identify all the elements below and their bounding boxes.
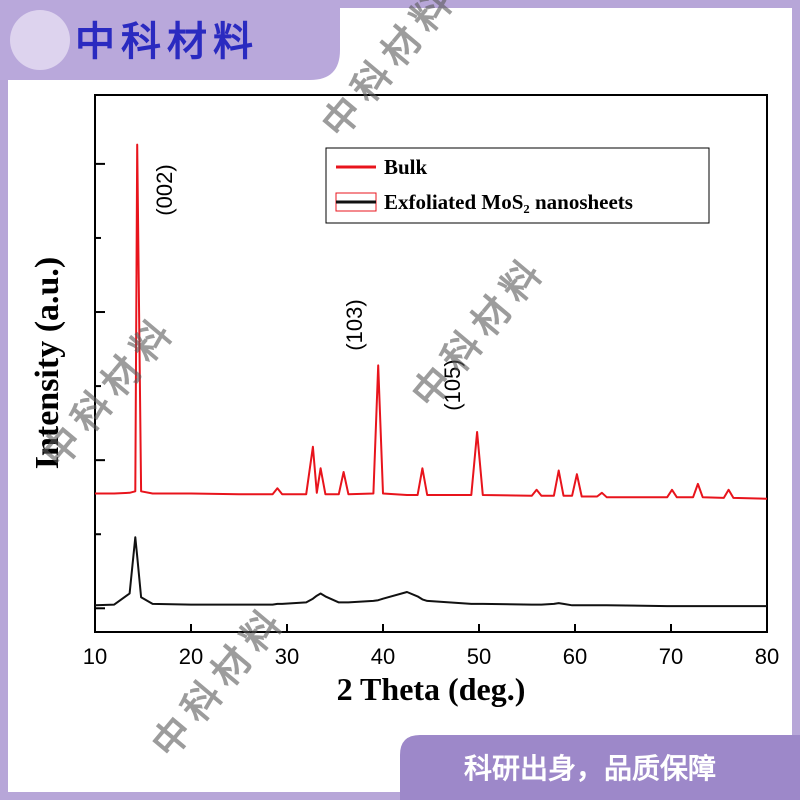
x-tick-label: 80 [755, 644, 779, 669]
brand-banner [0, 0, 340, 80]
peak-annotation: (105) [440, 359, 465, 410]
peak-annotation: (103) [342, 299, 367, 350]
x-tick-label: 70 [659, 644, 683, 669]
series-line [94, 536, 767, 608]
x-tick-label: 30 [275, 644, 299, 669]
plot-frame [94, 94, 768, 633]
x-axis-label: 2 Theta (deg.) [337, 671, 526, 707]
legend: Bulk Exfoliated MoS₂ nanosheets [325, 147, 710, 224]
brand-logo [10, 10, 70, 70]
x-tick-label: 60 [563, 644, 587, 669]
y-axis-label: Intensity (a.u.) [29, 257, 66, 470]
legend-label: Bulk [384, 155, 428, 179]
peak-annotation: (002) [152, 164, 177, 215]
legend-box [325, 147, 710, 224]
series-line [95, 143, 768, 500]
x-tick-label: 10 [83, 644, 107, 669]
x-tick-label: 20 [179, 644, 203, 669]
brand-title: 中科材料 [75, 19, 259, 65]
x-tick-label: 40 [371, 644, 395, 669]
x-tick-label: 50 [467, 644, 491, 669]
legend-label: Exfoliated MoS₂ nanosheets [384, 190, 633, 214]
slogan-banner [400, 735, 800, 800]
slogan: 科研出身，品质保障 [464, 752, 716, 785]
